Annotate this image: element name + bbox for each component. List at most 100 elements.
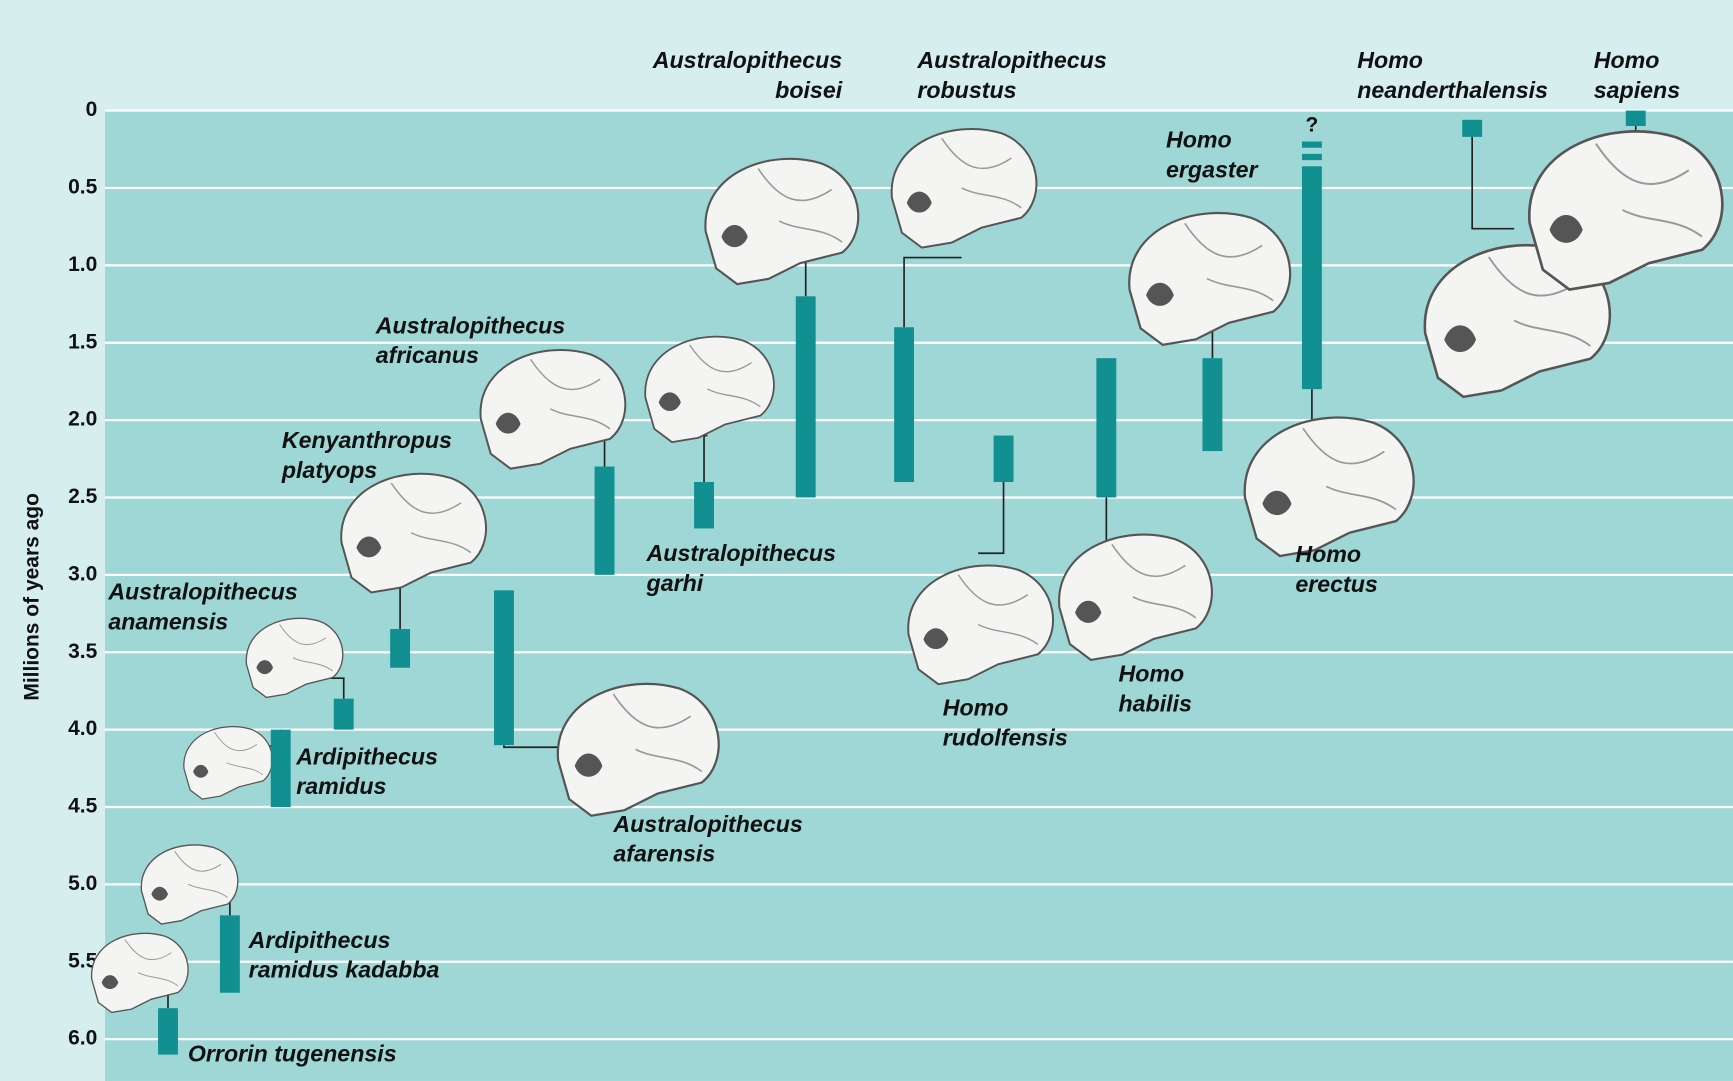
species-label: Homo <box>1295 541 1361 567</box>
range-bar <box>594 466 615 575</box>
skull-orbit <box>721 225 748 248</box>
range-bar <box>333 698 354 730</box>
y-tick-label: 6.0 <box>68 1027 97 1050</box>
species-label: Australopithecus <box>916 47 1106 73</box>
skull <box>1058 533 1213 661</box>
species-label: robustus <box>917 77 1016 103</box>
species-label: Australopithecus <box>612 811 802 837</box>
range-bar <box>993 435 1014 483</box>
skull <box>140 844 239 925</box>
skull-orbit <box>356 536 382 558</box>
y-tick-label: 0 <box>86 98 98 121</box>
y-tick-label: 3.0 <box>68 562 97 585</box>
skull-suture <box>1595 143 1703 238</box>
skull <box>890 128 1038 249</box>
skull-suture <box>1487 256 1591 347</box>
y-tick-label: 4.0 <box>68 717 97 740</box>
species-label: Kenyanthropus <box>282 427 452 453</box>
range-bar <box>1096 358 1117 498</box>
skull-orbit <box>151 886 168 901</box>
species-label: boisei <box>775 77 843 103</box>
range-bar <box>1301 172 1322 390</box>
species-label: rudolfensis <box>943 725 1068 751</box>
species-label: Australopithecus <box>107 579 297 605</box>
range-bar <box>894 327 915 483</box>
y-tick-label: 5.5 <box>68 949 98 972</box>
skull <box>183 726 273 800</box>
species-label: sapiens <box>1594 77 1680 103</box>
species-label: platyops <box>281 457 377 483</box>
range-bar <box>219 915 240 993</box>
skull-suture <box>957 574 1039 645</box>
y-tick-label: 5.0 <box>68 872 97 895</box>
skull <box>245 617 344 699</box>
range-bar <box>795 296 816 498</box>
skull-suture <box>612 693 703 773</box>
skull <box>644 335 775 444</box>
y-tick-label: 1.0 <box>68 253 97 276</box>
range-bar <box>694 482 714 529</box>
skull-suture <box>689 344 761 408</box>
species-label: Homo <box>943 695 1009 721</box>
range-bar <box>1462 119 1483 137</box>
skull <box>557 682 720 817</box>
y-tick-label: 1.5 <box>68 330 98 353</box>
range-bar <box>158 1008 178 1055</box>
skull-cranium <box>91 932 189 1014</box>
skull-orbit <box>1075 600 1102 623</box>
y-tick-label: 3.5 <box>68 640 98 663</box>
skull-orbit <box>256 660 273 675</box>
species-label: ramidus <box>296 773 386 799</box>
skull <box>1528 130 1724 292</box>
species-label: erectus <box>1295 571 1378 597</box>
skull <box>340 472 488 594</box>
y-tick-label: 2.0 <box>68 408 97 431</box>
range-bar <box>390 629 411 668</box>
annotation: ? <box>1305 114 1318 137</box>
skull-cranium <box>1243 416 1415 558</box>
y-tick-label: 0.5 <box>68 175 98 198</box>
species-label: africanus <box>376 342 479 368</box>
species-label: neanderthalensis <box>1357 77 1548 103</box>
skull <box>704 157 860 286</box>
skull-suture <box>1184 222 1274 302</box>
species-label: Australopithecus <box>652 47 842 73</box>
species-label: Ardipithecus <box>295 743 438 769</box>
skull-suture <box>214 732 264 776</box>
skull-orbit <box>1146 282 1174 306</box>
skull-orbit <box>658 392 681 411</box>
skull-cranium <box>140 844 239 925</box>
range-bar <box>494 590 514 746</box>
skull-suture <box>757 168 843 243</box>
skull-suture <box>1111 543 1197 619</box>
species-label: ergaster <box>1166 156 1259 182</box>
species-label: Homo <box>1118 660 1184 686</box>
skull-suture <box>174 850 228 898</box>
skull-cranium <box>245 617 344 699</box>
species-label: Orrorin tugenensis <box>188 1041 397 1067</box>
skull-orbit <box>101 975 119 990</box>
skull-suture <box>529 358 611 430</box>
species-label: anamensis <box>108 609 228 635</box>
skull-orbit <box>495 412 521 434</box>
skull <box>91 932 189 1014</box>
species-label: Australopithecus <box>375 312 565 338</box>
skull-orbit <box>1444 325 1477 353</box>
skull-suture <box>1302 427 1397 511</box>
skull-suture <box>124 939 179 987</box>
leader-line <box>903 256 962 328</box>
skull <box>1243 416 1415 558</box>
skull-orbit <box>906 191 932 213</box>
range-bar <box>1625 110 1646 127</box>
skull-suture <box>390 482 472 554</box>
species-label: Australopithecus <box>646 540 836 566</box>
y-tick-label: 2.5 <box>68 485 98 508</box>
species-label: Homo <box>1166 127 1232 153</box>
skull-suture <box>279 624 333 672</box>
species-label: Homo <box>1594 47 1660 73</box>
y-axis-label: Millions of years ago <box>21 493 44 701</box>
leader-line <box>978 482 1005 555</box>
species-label: garhi <box>646 570 704 596</box>
